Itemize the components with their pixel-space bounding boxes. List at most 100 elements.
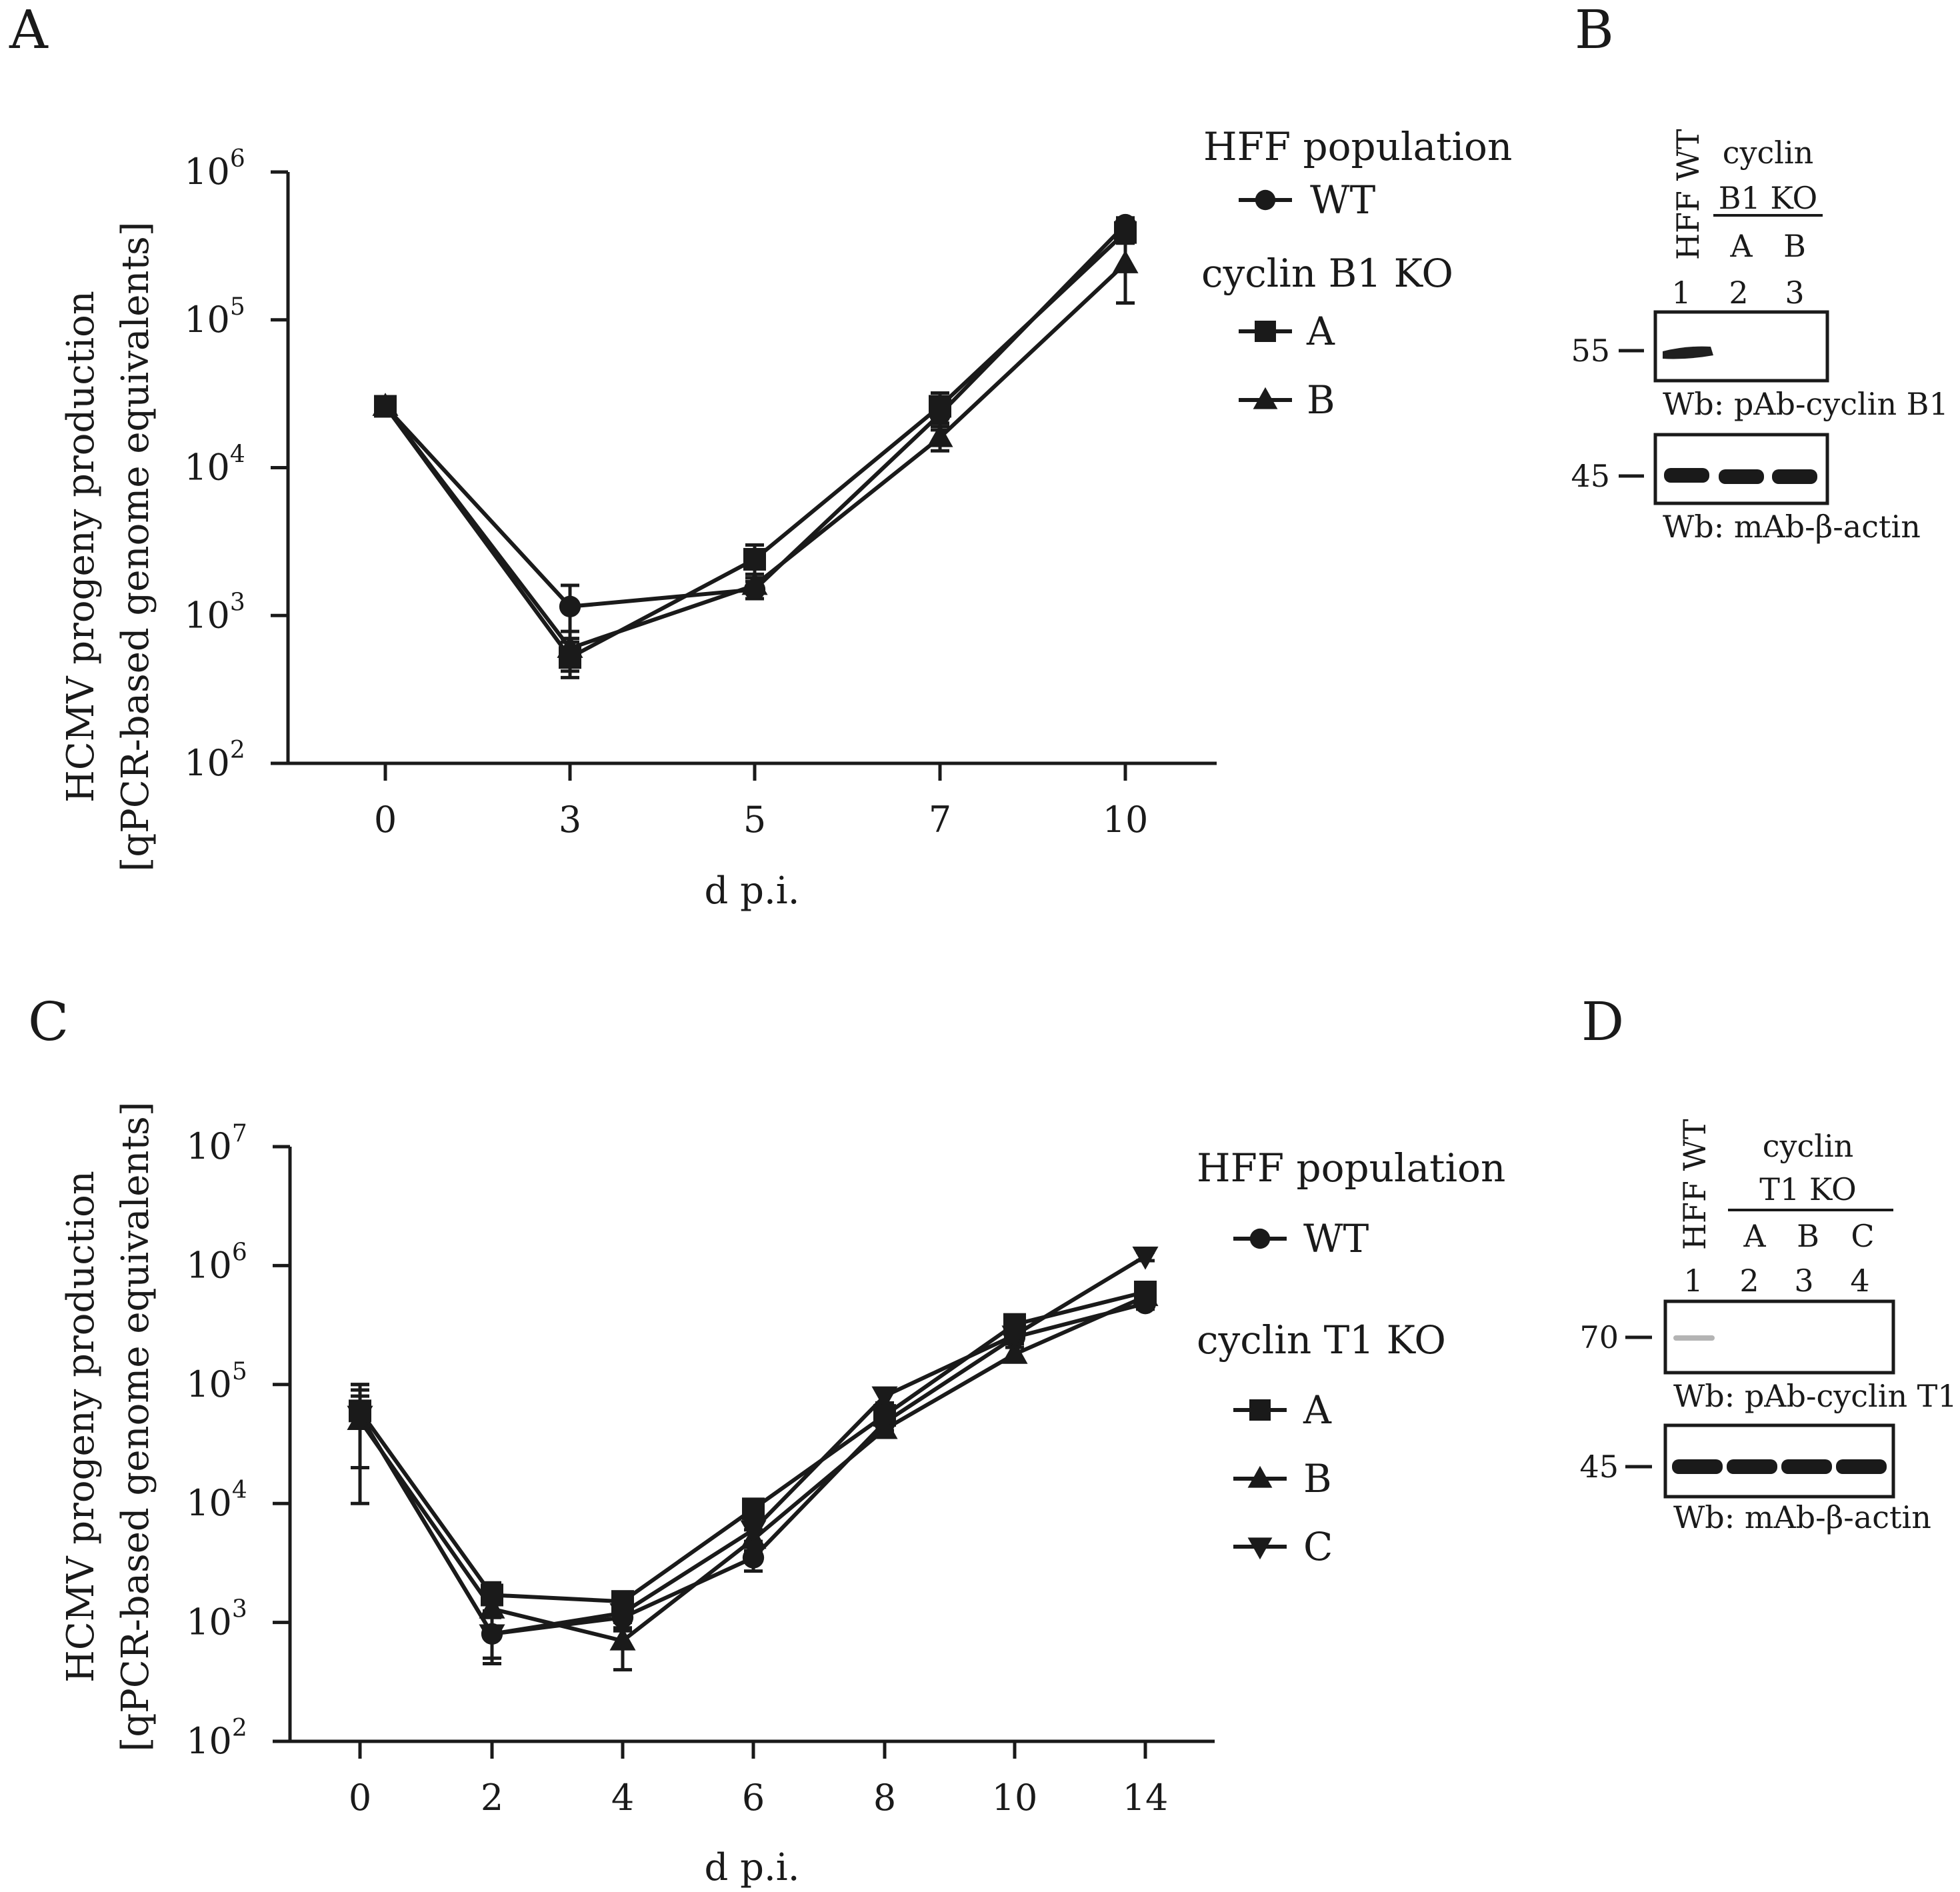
legend-a: HFF population cyclin B1 KO WT AB [1201,124,1512,423]
series-B [372,237,1139,673]
legend-entry: A [1239,309,1335,354]
blot-caption-top: Wb: pAb-cyclin B1 [1663,386,1949,422]
panel-label-d: D [1581,991,1624,1053]
data-point [557,635,583,658]
blot-marker-top: 70 [1579,1319,1619,1355]
legend-label: A [1306,309,1335,354]
data-point [871,1386,898,1410]
data-point [609,1627,636,1651]
y-axis-label-line2: [qPCR-based genome equivalents] [114,1101,157,1751]
blot-marker-top: 55 [1571,333,1610,369]
y-tick-label: 105 [184,293,245,341]
legend-marker [1255,321,1276,342]
blot-clone-label: B [1797,1218,1819,1254]
data-point [372,393,399,416]
blot-band-actin [1727,1459,1777,1474]
x-tick-label: 14 [1123,1777,1169,1819]
data-point [1001,1325,1028,1349]
blot-clone-label: A [1729,228,1753,264]
chart-a: HCMV progeny production [qPCR-based geno… [59,124,1512,913]
y-axis-label-c: HCMV progeny production [qPCR-based geno… [59,1101,157,1751]
blot-band-cyclin-b1 [1663,346,1713,359]
y-axis-label-line2: [qPCR-based genome equivalents] [114,221,157,871]
blot-marker-bottom: 45 [1579,1449,1619,1485]
blot-membrane-top [1653,310,1829,383]
blot-group-label-2: T1 KO [1759,1171,1856,1207]
blot-lane-number: 2 [1739,1263,1759,1299]
x-tick-label: 0 [349,1777,371,1819]
western-blot-b: HFF WT cyclin B1 KO A B 1 2 3 55 Wb: pAb… [1571,129,1948,545]
legend-marker [1255,189,1276,211]
blot-lane-number: 1 [1671,275,1691,311]
x-tick-label: 10 [992,1777,1038,1819]
legend-label: B [1307,377,1335,423]
series-line [358,1294,1147,1643]
x-tick-label: 5 [743,799,766,841]
blot-sample-label: HFF WT [1677,1119,1713,1250]
blot-lane-number: 2 [1729,275,1748,311]
legend-label: WT [1310,177,1376,223]
y-axis-label-a: HCMV progeny production [qPCR-based geno… [59,221,157,871]
axes: 102 103 104 105 106 107 0 2 4 6 8 10 14 [186,1120,1215,1819]
legend-marker [1249,1399,1271,1421]
blot-group-label-2: B1 KO [1719,180,1818,216]
data-point [871,1415,898,1439]
data-point [1132,1246,1159,1270]
legend-group-title: cyclin T1 KO [1197,1317,1446,1363]
y-tick-label: 104 [186,1477,247,1524]
data-point [929,395,951,418]
x-tick-label: 2 [481,1777,503,1819]
data-point [1112,250,1139,273]
legend-entry: WT [1233,1216,1369,1261]
y-tick-label: 102 [186,1715,247,1762]
legend-marker [1247,1537,1273,1560]
y-tick-label: 102 [184,737,245,784]
blot-clone-label: C [1851,1218,1874,1254]
y-tick-label: 103 [184,589,245,636]
data-point [927,423,953,447]
panel-label-a: A [9,0,49,61]
legend-marker [1253,387,1278,409]
x-axis-label-c: d p.i. [704,1846,799,1889]
blot-caption-bottom: Wb: mAb-β-actin [1673,1499,1931,1535]
blot-lane-number: 3 [1794,1263,1813,1299]
x-tick-label: 7 [929,799,951,841]
legend-label: A [1303,1387,1332,1433]
data-point [741,571,768,595]
y-axis-label-line1: HCMV progeny production [59,291,103,803]
western-blot-d: HFF WT cyclin T1 KO A B C 1 2 3 4 70 Wb:… [1579,1119,1957,1535]
chart-c: HCMV progeny production [qPCR-based geno… [59,1101,1505,1889]
blot-group-label-1: cyclin [1723,135,1814,171]
blot-band-actin [1781,1459,1832,1474]
blot-band-actin [1672,1459,1723,1474]
legend-marker [1249,1228,1271,1249]
data-point [479,1624,505,1648]
x-tick-label: 6 [742,1777,765,1819]
x-tick-label: 0 [374,799,397,841]
data-point [742,1497,765,1521]
legend-entry: B [1233,1456,1332,1501]
blot-band-actin [1719,469,1764,484]
data-point [479,1595,505,1619]
legend-entry: C [1233,1524,1333,1569]
y-tick-label: 103 [186,1596,247,1643]
blot-caption-bottom: Wb: mAb-β-actin [1663,509,1921,545]
blot-band-cyclin-t1 [1673,1335,1715,1341]
data-point [347,1405,373,1429]
blot-lane-number: 1 [1683,1263,1703,1299]
legend-entry: WT [1239,177,1376,223]
blot-sample-label: HFF WT [1670,129,1706,260]
y-tick-label: 104 [184,441,245,489]
x-tick-label: 8 [873,1777,896,1819]
x-tick-label: 3 [559,799,581,841]
blot-lane-number: 3 [1785,275,1804,311]
y-tick-label: 107 [186,1120,247,1167]
series-A [374,221,1137,679]
data-point [559,595,581,617]
y-tick-label: 105 [186,1358,247,1405]
blot-caption-top: Wb: pAb-cyclin T1 [1673,1378,1957,1414]
blot-marker-bottom: 45 [1571,458,1610,494]
legend-label: C [1303,1524,1333,1569]
data-point [743,547,766,571]
series-WT [349,1293,1157,1665]
